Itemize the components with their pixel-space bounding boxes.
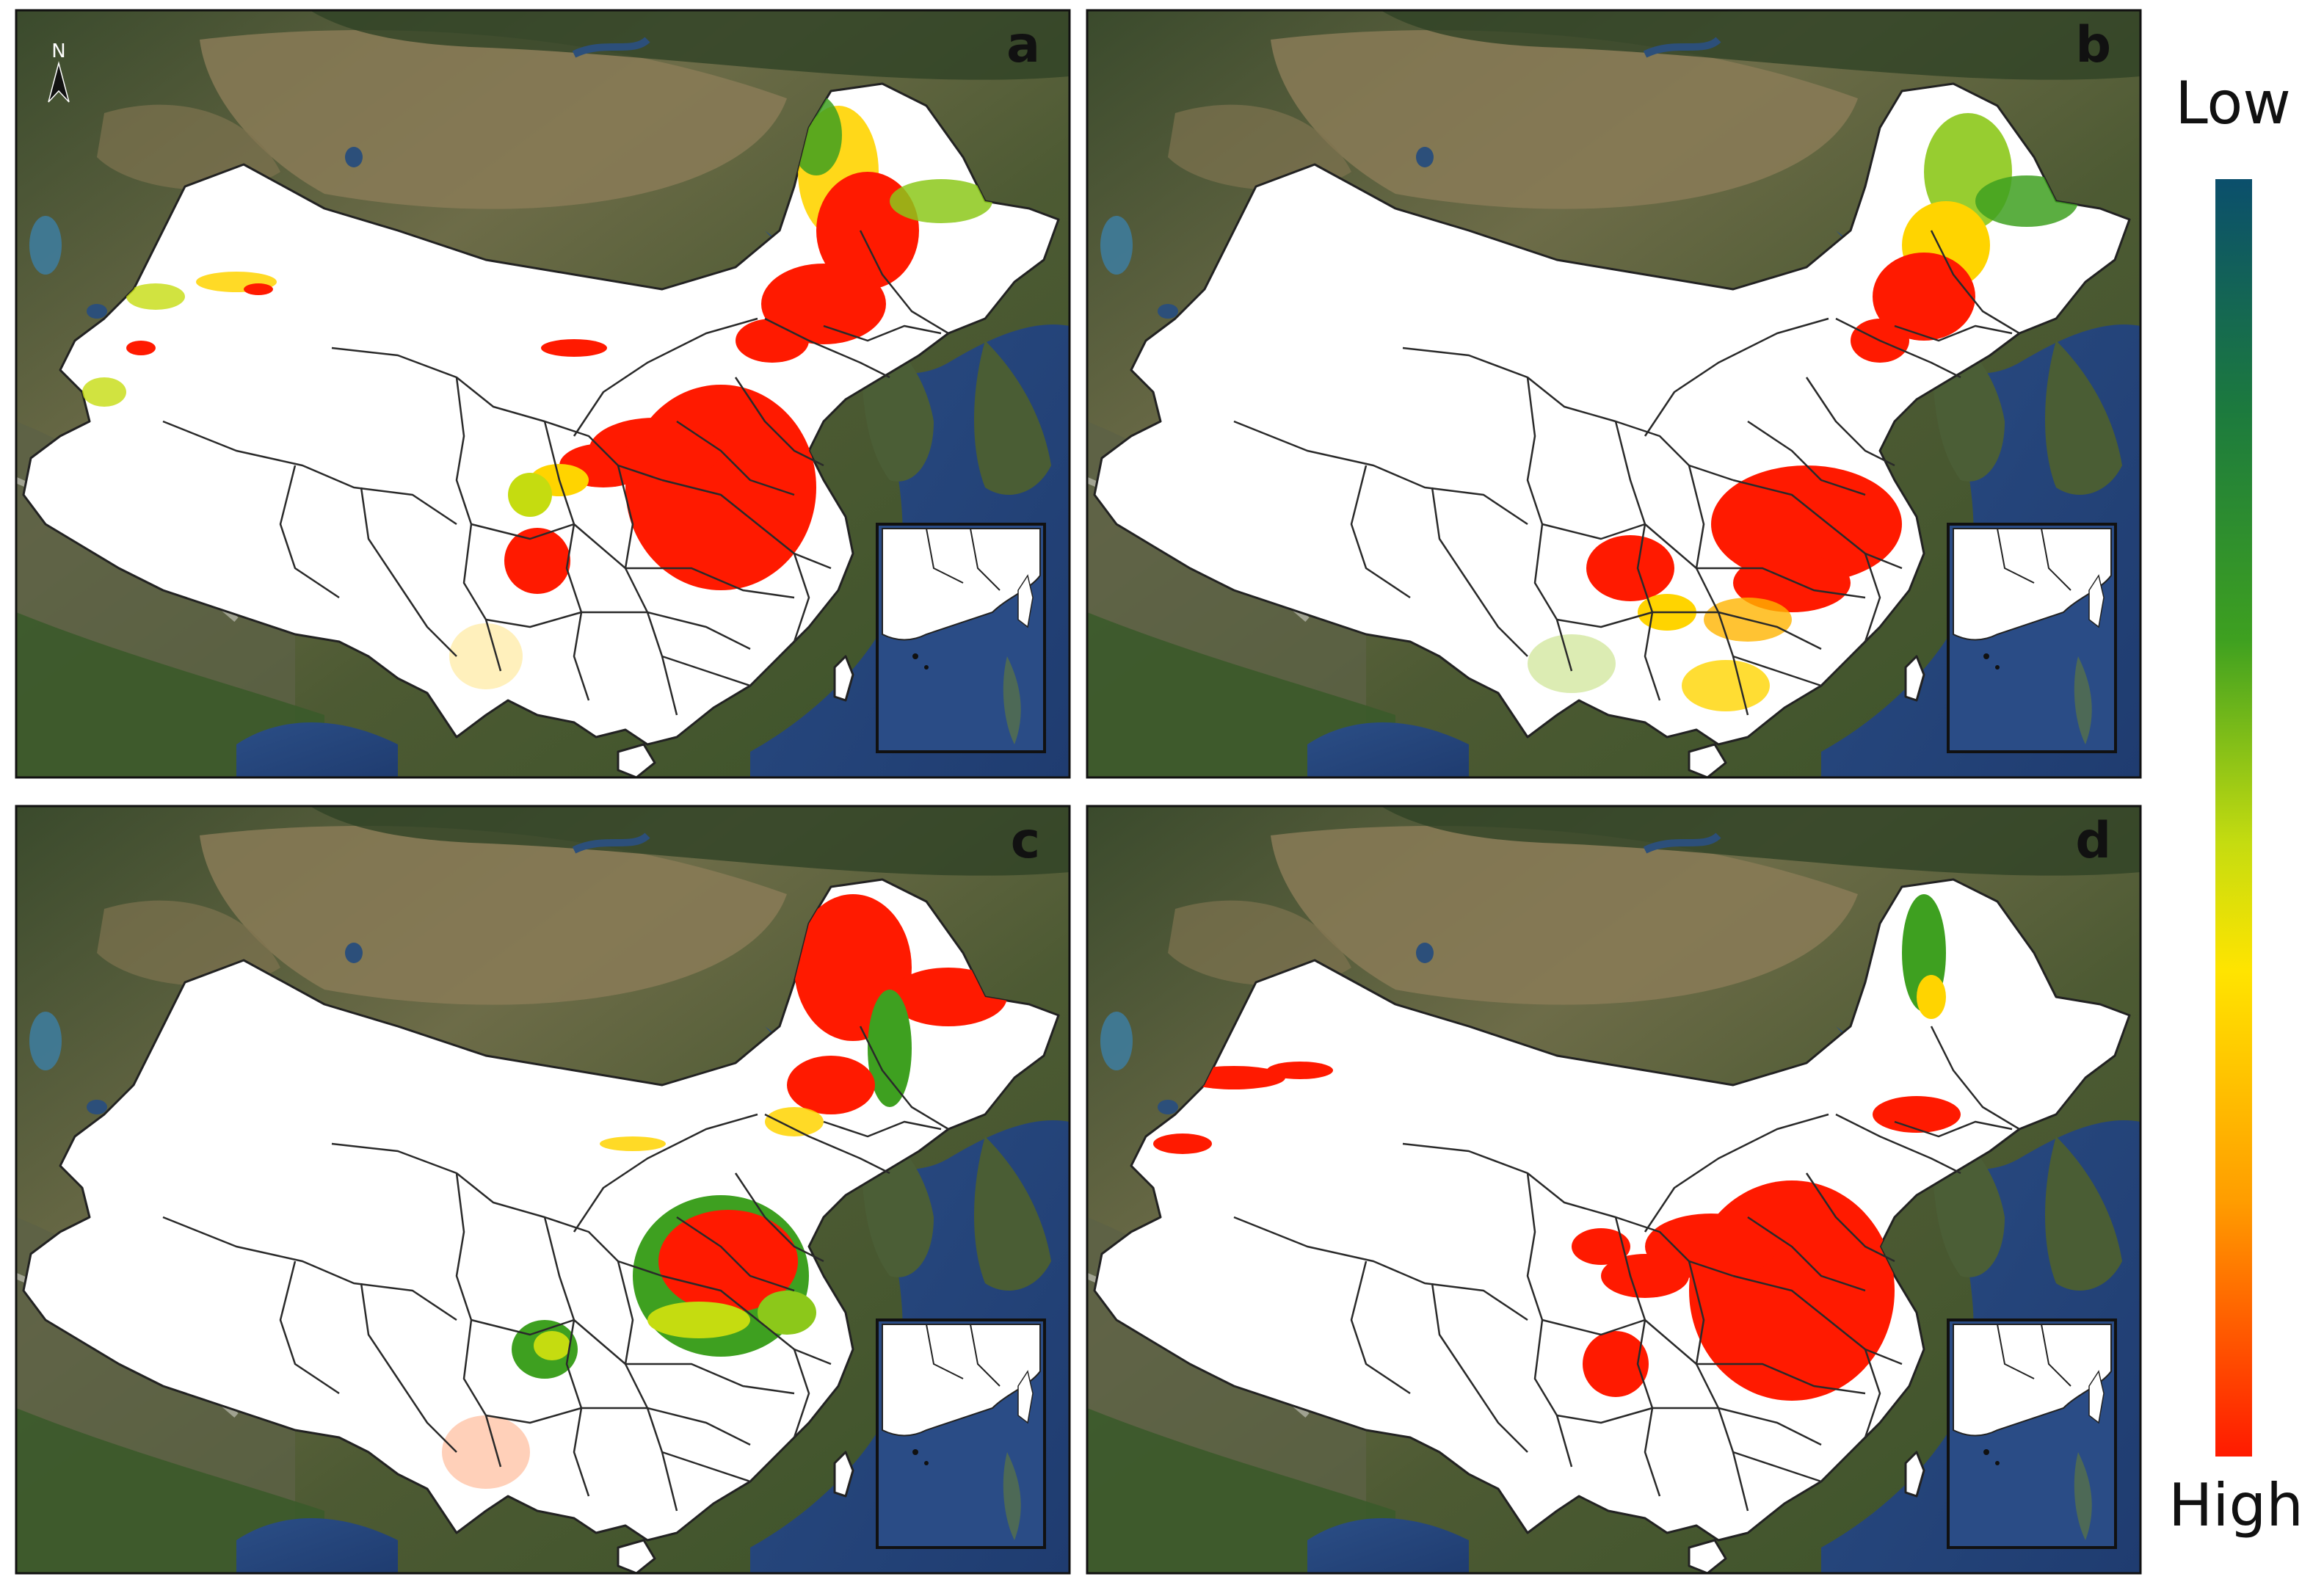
panel-c: c bbox=[16, 806, 1070, 1573]
north-arrow: N bbox=[48, 40, 70, 103]
legend-low-label: Low bbox=[2175, 69, 2291, 137]
panel-b: b bbox=[1087, 10, 2140, 777]
legend-color-bar bbox=[2215, 179, 2252, 1457]
panel-label-b: b bbox=[2075, 16, 2111, 74]
panel-a: N a bbox=[16, 10, 1070, 777]
north-arrow-label: N bbox=[51, 40, 65, 62]
panel-d: d bbox=[1087, 806, 2140, 1573]
panel-label-a: a bbox=[1006, 16, 1040, 74]
intensity-overlay bbox=[442, 894, 1007, 1489]
panel-label-c: c bbox=[1011, 812, 1040, 870]
legend: Low High bbox=[2168, 69, 2303, 1539]
legend-high-label: High bbox=[2168, 1471, 2303, 1539]
intensity-overlay bbox=[1528, 113, 2078, 711]
panel-label-d: d bbox=[2075, 812, 2111, 870]
